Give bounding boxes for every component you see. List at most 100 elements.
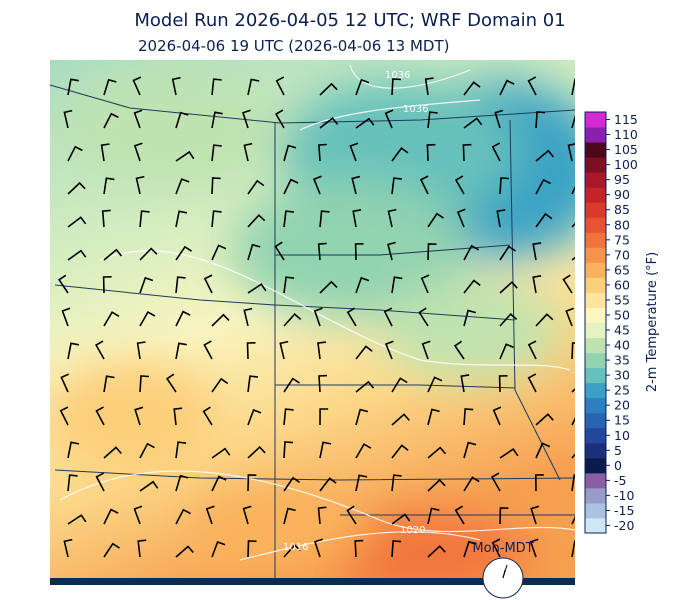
wind-barb bbox=[496, 209, 506, 228]
wind-barb bbox=[571, 114, 575, 129]
wind-barb bbox=[60, 373, 70, 393]
colorbar-box bbox=[585, 247, 606, 263]
colorbar-tick-label: 65 bbox=[614, 262, 630, 277]
wind-barb bbox=[139, 480, 159, 492]
wind-barb bbox=[134, 406, 144, 426]
wind-barb bbox=[355, 345, 373, 360]
wind-barb bbox=[499, 507, 509, 525]
wind-barb bbox=[247, 78, 260, 96]
wind-barb bbox=[427, 446, 447, 459]
colorbar-box bbox=[585, 322, 606, 339]
colorbar-tick-label: -10 bbox=[614, 488, 634, 503]
wind-barb bbox=[102, 276, 112, 294]
colorbar-tick-label: 105 bbox=[614, 142, 638, 157]
wind-barb bbox=[175, 150, 195, 162]
wind-barb bbox=[211, 177, 221, 195]
wind-barb bbox=[454, 175, 465, 195]
wind-barb bbox=[571, 540, 575, 558]
wind-barb bbox=[67, 216, 87, 228]
wind-barb bbox=[532, 242, 542, 261]
wind-barb bbox=[354, 539, 364, 558]
wind-barb bbox=[133, 109, 143, 129]
wind-barb bbox=[136, 341, 146, 360]
colorbar-tick-label: 20 bbox=[614, 398, 630, 413]
wind-barb bbox=[175, 545, 194, 558]
wind-barb bbox=[462, 143, 472, 162]
wind-barb bbox=[391, 177, 402, 195]
wind-barb bbox=[95, 406, 105, 426]
wind-barb bbox=[283, 543, 302, 558]
wind-barb bbox=[175, 508, 191, 525]
wind-barb bbox=[103, 112, 119, 129]
wind-barb bbox=[355, 408, 369, 426]
wind-barb bbox=[242, 505, 252, 525]
wind-barb bbox=[391, 474, 402, 492]
wind-barb bbox=[318, 374, 328, 393]
wind-barb bbox=[463, 476, 480, 492]
wind-barb bbox=[427, 408, 440, 426]
wind-barb bbox=[95, 472, 105, 492]
wind-barb bbox=[499, 79, 515, 96]
wind-barb bbox=[427, 545, 446, 558]
wind-barb bbox=[571, 78, 575, 96]
wind-barb bbox=[63, 109, 73, 129]
colorbar-tick-label: 85 bbox=[614, 202, 630, 217]
colorbar-box bbox=[585, 112, 606, 128]
colorbar-box bbox=[585, 232, 606, 248]
wind-barb bbox=[241, 109, 251, 129]
wind-barb bbox=[202, 406, 213, 426]
wind-barb bbox=[420, 274, 430, 294]
colorbar-box bbox=[585, 427, 606, 444]
wind-barb bbox=[211, 475, 227, 492]
wind-barb bbox=[535, 212, 553, 228]
wind-barb bbox=[275, 76, 285, 96]
wind-barb bbox=[173, 407, 183, 426]
wind-barb bbox=[283, 507, 296, 525]
wind-barb bbox=[319, 116, 339, 129]
wind-barb bbox=[175, 342, 187, 360]
wind-barb bbox=[494, 109, 504, 129]
wind-barb bbox=[283, 210, 294, 228]
wind-barb bbox=[463, 279, 481, 294]
colorbar-box bbox=[585, 517, 606, 534]
colorbar-label: 2-m Temperature (°F) bbox=[645, 252, 660, 392]
colorbar-box bbox=[585, 367, 606, 384]
colorbar-box bbox=[585, 127, 606, 143]
wind-barb bbox=[313, 307, 323, 327]
wind-barb bbox=[535, 442, 551, 459]
wind-barb bbox=[463, 540, 477, 558]
wind-barb bbox=[427, 111, 438, 129]
contour-label: 1016 bbox=[283, 542, 308, 553]
wind-barb bbox=[67, 249, 87, 261]
colorbar: -20-15-10-505101520253035404550556065707… bbox=[585, 112, 638, 534]
colorbar-tick-label: 90 bbox=[614, 187, 630, 202]
contour-label: 1036 bbox=[403, 104, 428, 115]
wind-barb bbox=[137, 539, 147, 558]
colorbar-tick-label: 40 bbox=[614, 338, 630, 353]
wind-barb bbox=[211, 377, 229, 393]
wind-barb bbox=[247, 283, 267, 294]
colorbar-tick-label: 110 bbox=[614, 127, 638, 142]
wind-barb bbox=[351, 175, 361, 195]
wind-barb bbox=[247, 408, 262, 426]
wind-barb bbox=[211, 78, 222, 96]
wind-barb bbox=[355, 78, 370, 96]
colorbar-box bbox=[585, 382, 606, 399]
wind-barb bbox=[247, 474, 257, 492]
colorbar-tick-label: 60 bbox=[614, 277, 630, 292]
wind-barb bbox=[498, 375, 508, 393]
wind-barb bbox=[567, 143, 575, 162]
colorbar-box bbox=[585, 442, 606, 459]
wind-barb bbox=[103, 248, 123, 261]
wind-barb bbox=[317, 242, 327, 261]
wind-barb bbox=[211, 313, 230, 327]
wind-barb bbox=[319, 441, 332, 459]
wind-barb bbox=[384, 109, 394, 129]
colorbar-tick-label: 5 bbox=[614, 443, 622, 458]
wind-barb bbox=[247, 214, 266, 228]
wind-barb bbox=[427, 478, 446, 492]
wind-barb bbox=[463, 441, 477, 459]
wind-barb bbox=[355, 380, 375, 393]
wind-barb bbox=[171, 76, 181, 96]
